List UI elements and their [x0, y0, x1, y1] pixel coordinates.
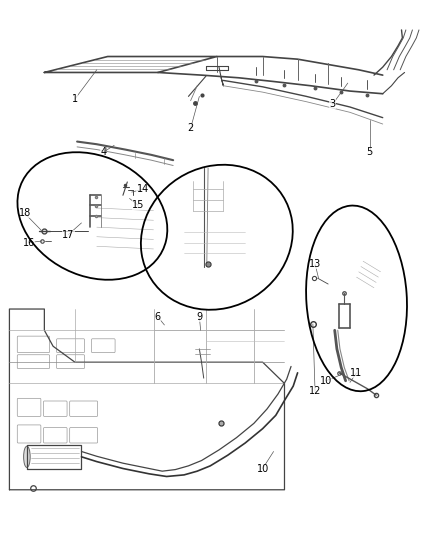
Text: 6: 6: [155, 312, 161, 322]
Text: 15: 15: [132, 200, 145, 211]
Text: 2: 2: [187, 123, 194, 133]
Text: 4: 4: [100, 147, 106, 157]
Text: 11: 11: [350, 368, 363, 378]
Text: 16: 16: [23, 238, 35, 247]
Text: 3: 3: [329, 99, 336, 109]
Text: 17: 17: [62, 230, 74, 240]
Text: 5: 5: [367, 147, 373, 157]
Ellipse shape: [24, 446, 30, 467]
Text: 10: 10: [320, 376, 332, 386]
Text: 14: 14: [137, 184, 149, 195]
Text: 18: 18: [18, 208, 31, 219]
Text: 10: 10: [257, 464, 269, 473]
Text: 9: 9: [196, 312, 202, 322]
Text: 12: 12: [309, 386, 321, 397]
Text: 1: 1: [72, 94, 78, 104]
Text: 13: 13: [309, 259, 321, 269]
